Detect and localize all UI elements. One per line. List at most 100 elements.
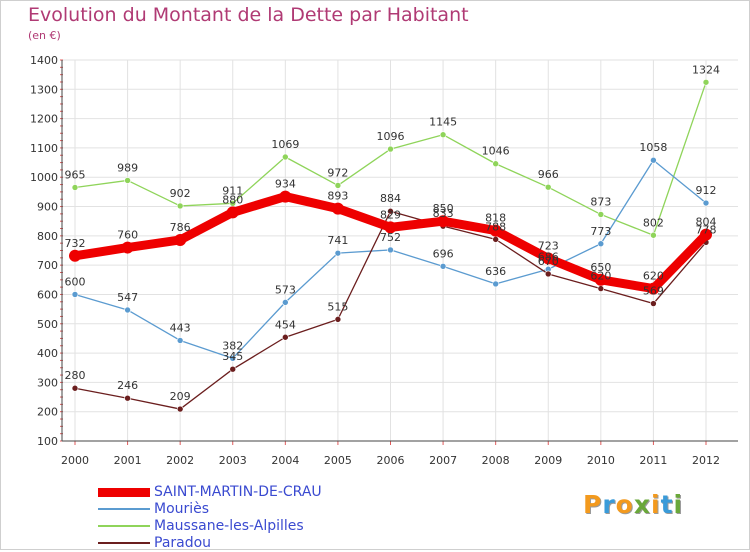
data-label-2: 1324: [692, 63, 720, 76]
data-label-1: 696: [433, 247, 454, 260]
data-label-2: 873: [590, 195, 611, 208]
data-label-0: 893: [327, 190, 348, 203]
logo-letter: P: [583, 490, 603, 519]
data-point-3: [124, 394, 131, 402]
chart-title: Evolution du Montant de la Dette par Hab…: [28, 4, 469, 26]
data-point-2: [702, 78, 710, 86]
data-label-2: 1046: [482, 145, 510, 158]
unit-label: (en €): [28, 29, 61, 42]
y-tick-label: 1400: [30, 54, 58, 67]
grid: [62, 59, 738, 442]
y-tick-label: 700: [37, 259, 58, 272]
logo-letter: t: [660, 490, 674, 519]
data-point-1: [282, 299, 289, 306]
data-label-2: 911: [222, 184, 243, 197]
y-tick-label: 1200: [30, 113, 58, 126]
data-label-1: 686: [538, 250, 559, 263]
x-tick-label: 2000: [61, 454, 89, 467]
data-label-3: 246: [117, 379, 138, 392]
x-tick-label: 2006: [377, 454, 405, 467]
data-label-1: 547: [117, 291, 138, 304]
series-layer: [69, 78, 712, 413]
data-label-1: 382: [222, 339, 243, 352]
y-tick-label: 100: [37, 435, 58, 448]
data-point-2: [334, 182, 342, 189]
data-label-3: 280: [65, 369, 86, 382]
x-tick-label: 2002: [166, 454, 194, 467]
logo-letter: o: [615, 490, 634, 519]
data-point-3: [650, 300, 657, 307]
logo-letter: i: [651, 490, 661, 519]
data-label-3: 884: [380, 192, 401, 205]
data-point-1: [702, 199, 710, 207]
axes: 100 200 300 400 500 600 700 800 900 1000 1100 1200 1…: [30, 54, 738, 467]
data-label-0: 786: [170, 221, 191, 234]
x-tick-label: 2009: [534, 454, 562, 467]
data-label-3: 833: [433, 207, 454, 220]
legend-label-0: SAINT-MARTIN-DE-CRAU: [154, 484, 322, 500]
y-tick-label: 1100: [30, 142, 58, 155]
data-label-0: 934: [275, 178, 296, 191]
data-point-2: [124, 177, 131, 184]
data-label-0: 829: [380, 208, 401, 221]
logo-letter: x: [633, 490, 651, 519]
legend-label-3: Paradou: [154, 535, 212, 551]
data-label-1: 600: [65, 275, 86, 288]
data-label-3: 620: [590, 270, 611, 283]
y-tick-label: 300: [37, 376, 58, 389]
data-label-3: 788: [485, 220, 506, 233]
legend-label-2: Maussane-les-Alpilles: [154, 518, 304, 534]
y-tick-label: 1000: [30, 171, 58, 184]
data-label-3: 569: [643, 285, 664, 298]
data-point-2: [176, 202, 184, 210]
logo-letter: r: [602, 490, 616, 519]
data-point-1: [492, 280, 499, 288]
data-label-0: 818: [485, 212, 506, 225]
data-point-3: [387, 207, 394, 215]
data-label-1: 573: [275, 283, 296, 296]
data-point-0: [174, 233, 187, 246]
data-point-2: [387, 145, 394, 153]
data-point-0: [437, 215, 450, 228]
legend-swatch-1: [98, 508, 150, 510]
x-tick-label: 2010: [587, 454, 615, 467]
x-tick-label: 2004: [271, 454, 299, 467]
data-label-0: 723: [538, 239, 559, 252]
data-label-2: 1145: [429, 116, 457, 129]
data-label-1: 752: [380, 231, 401, 244]
data-label-2: 802: [643, 216, 664, 229]
data-label-0: 650: [590, 261, 611, 274]
data-point-2: [229, 200, 237, 207]
data-label-0: 880: [222, 193, 243, 206]
data-point-0: [700, 228, 712, 241]
y-tick-label: 200: [37, 406, 58, 419]
data-label-3: 209: [170, 390, 191, 403]
x-tick-label: 2012: [692, 454, 720, 467]
data-point-1: [650, 156, 657, 164]
plot-area: [62, 60, 738, 441]
data-label-3: 345: [222, 350, 243, 363]
data-point-0: [384, 221, 397, 234]
data-point-0: [279, 190, 292, 203]
data-point-1: [124, 306, 131, 314]
y-tick-label: 500: [37, 318, 58, 331]
y-tick-label: 400: [37, 347, 58, 360]
data-label-2: 1069: [271, 138, 299, 151]
data-point-0: [542, 252, 555, 265]
x-tick-label: 2008: [482, 454, 510, 467]
data-point-2: [439, 131, 447, 139]
x-tick-label: 2003: [219, 454, 247, 467]
data-label-0: 760: [117, 229, 138, 242]
data-point-0: [489, 224, 502, 237]
data-point-1: [176, 337, 184, 344]
data-label-1: 912: [696, 184, 717, 197]
data-point-2: [71, 184, 79, 191]
data-label-0: 732: [65, 237, 86, 250]
data-label-1: 741: [327, 234, 348, 247]
data-label-2: 972: [327, 166, 348, 179]
data-point-3: [544, 270, 552, 278]
legend-swatch-2: [98, 525, 150, 527]
x-tick-label: 2001: [114, 454, 142, 467]
y-tick-label: 800: [37, 230, 58, 243]
